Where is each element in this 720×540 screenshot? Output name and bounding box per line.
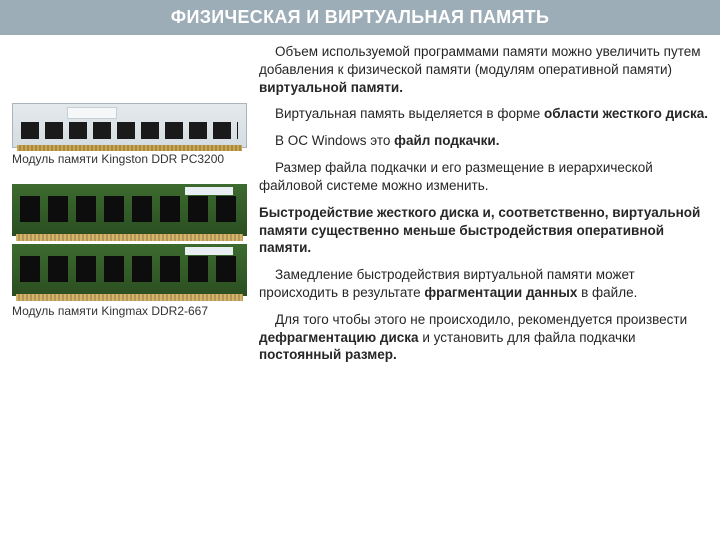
ram-module-image-1 xyxy=(12,103,247,148)
content-container: Модуль памяти Kingston DDR PC3200 Модуль… xyxy=(0,35,720,537)
paragraph-5: Быстродействие жесткого диска и, соответ… xyxy=(259,204,710,257)
left-column: Модуль памяти Kingston DDR PC3200 Модуль… xyxy=(0,35,255,537)
paragraph-6: Замедление быстродействия виртуальной па… xyxy=(259,266,710,302)
caption-2: Модуль памяти Kingmax DDR2-667 xyxy=(12,304,247,318)
paragraph-7: Для того чтобы этого не происходило, рек… xyxy=(259,311,710,364)
page-title: ФИЗИЧЕСКАЯ И ВИРТУАЛЬНАЯ ПАМЯТЬ xyxy=(0,0,720,35)
paragraph-2: Виртуальная память выделяется в форме об… xyxy=(259,105,710,123)
paragraph-1: Объем используемой программами памяти мо… xyxy=(259,43,710,96)
paragraph-3: В ОС Windows это файл подкачки. xyxy=(259,132,710,150)
caption-1: Модуль памяти Kingston DDR PC3200 xyxy=(12,152,247,166)
right-column: Объем используемой программами памяти мо… xyxy=(255,35,720,537)
ram-module-image-2 xyxy=(12,184,247,296)
paragraph-4: Размер файла подкачки и его размещение в… xyxy=(259,159,710,195)
